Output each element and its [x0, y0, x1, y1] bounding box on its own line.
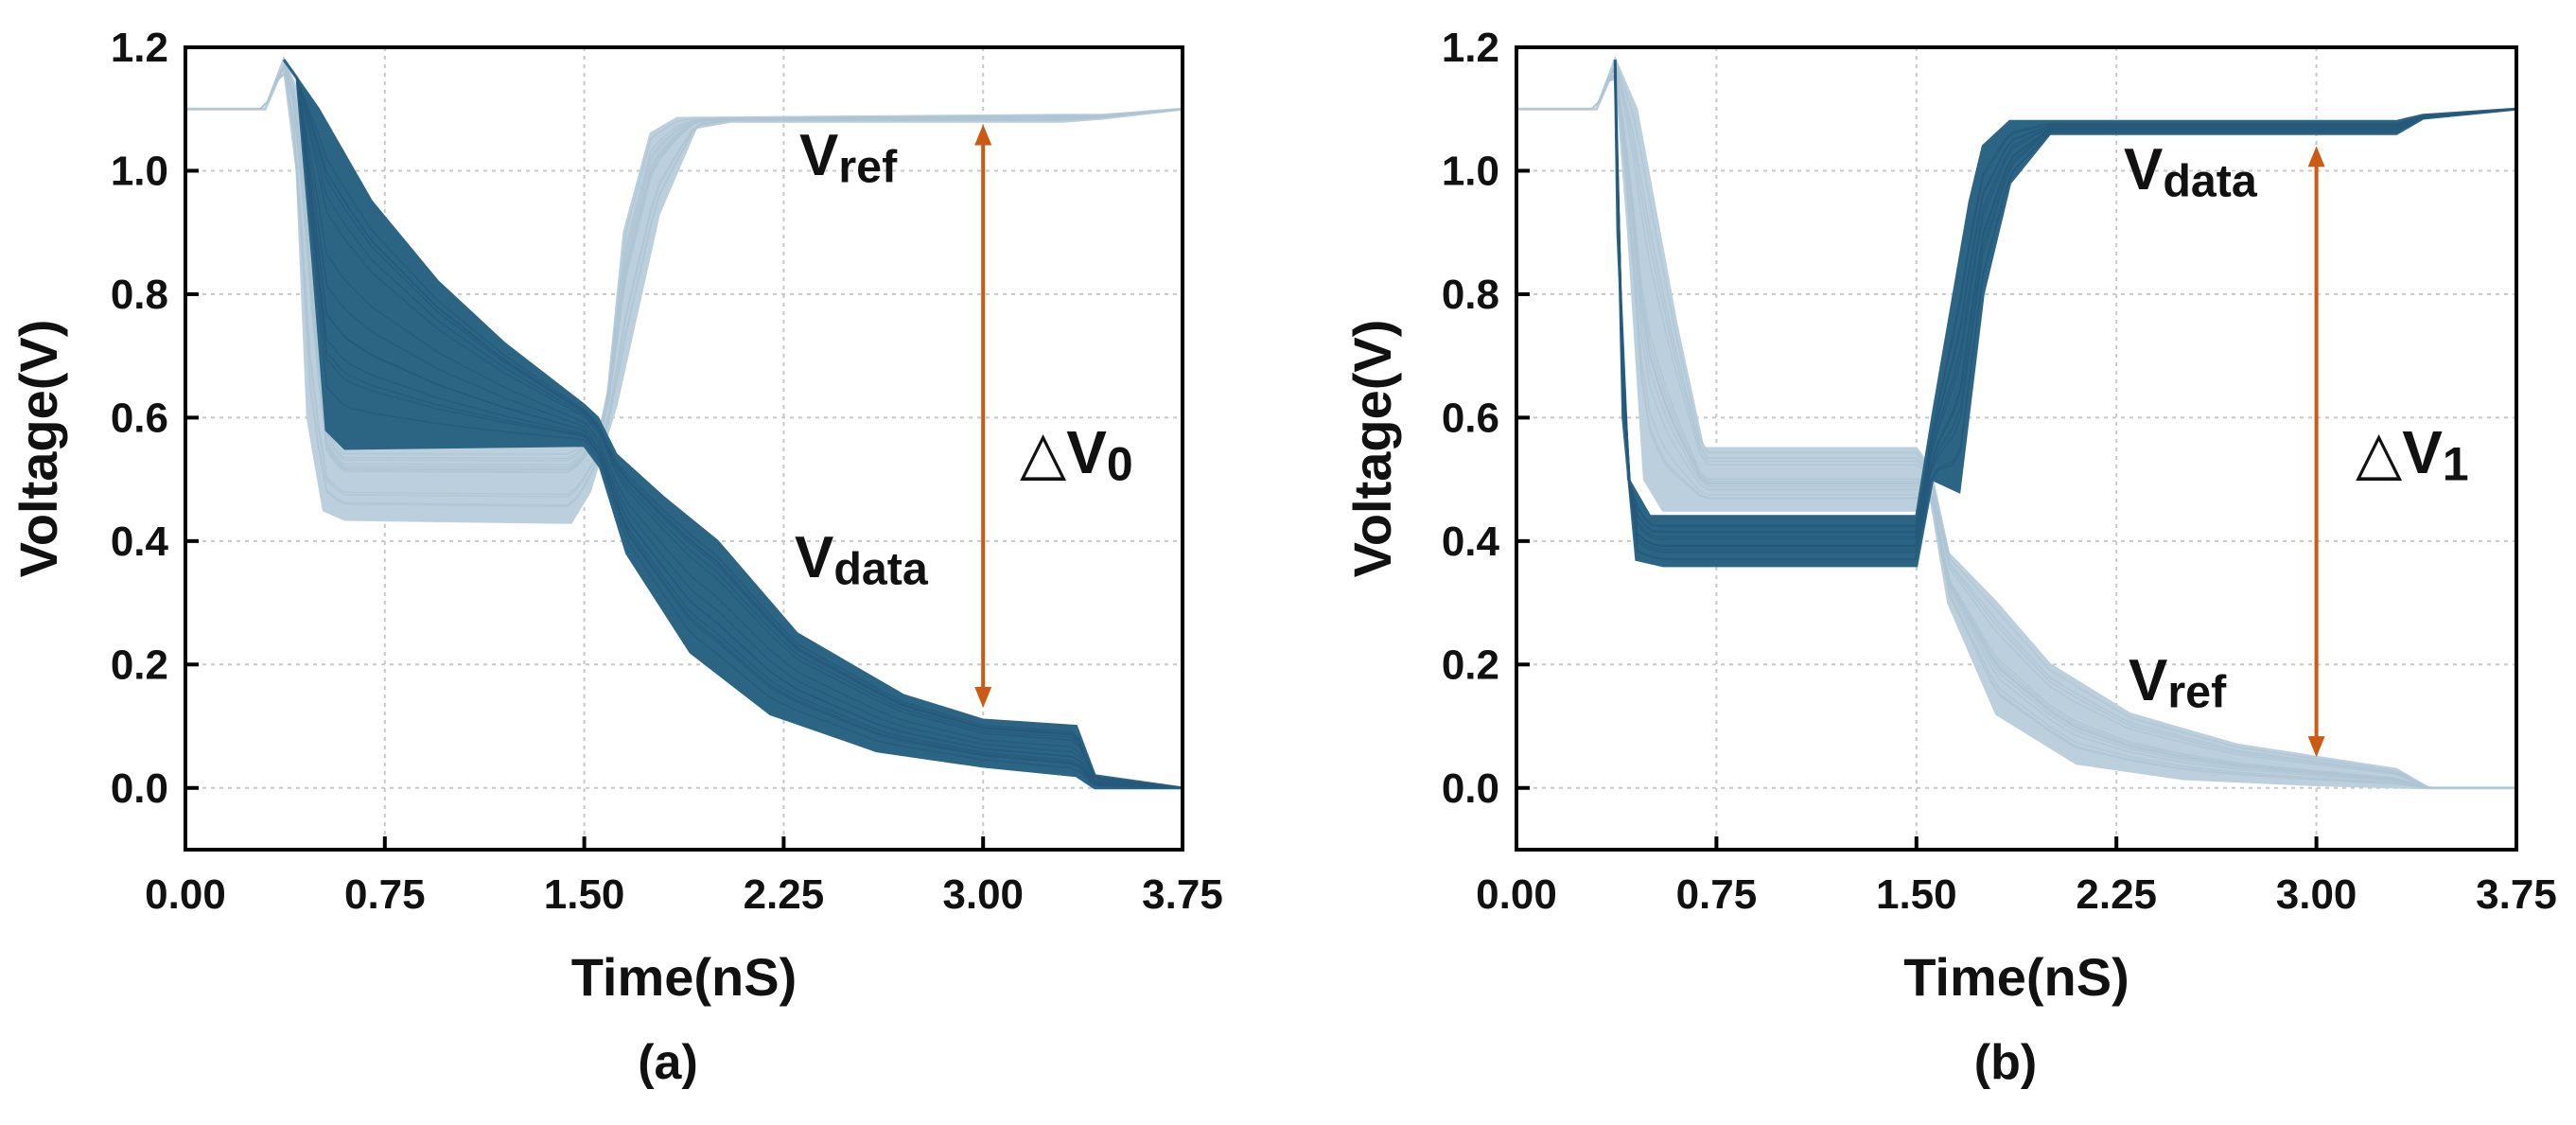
trace-line [1516, 78, 2516, 789]
x-tick-label: 0.75 [1676, 871, 1758, 918]
axes-frame [184, 45, 1184, 852]
axes-frame [1515, 45, 2518, 852]
series-label-Vref: Vref [799, 123, 898, 192]
delta-v-label: △V1 [2356, 418, 2469, 491]
y-axis-label: Voltage(V) [1342, 320, 1402, 578]
trace-line [1614, 68, 2517, 554]
trace-line [1516, 76, 2516, 789]
series-Vdata [282, 59, 1183, 790]
trace-line [1516, 64, 2516, 789]
trace-line [1516, 71, 2516, 789]
trace-line [1516, 63, 2516, 789]
trace-line [185, 70, 1183, 496]
arrow-head-up [974, 124, 992, 146]
trace-line [1516, 66, 2516, 789]
y-tick-label: 0.4 [111, 519, 169, 565]
y-tick-label: 0.4 [1442, 519, 1500, 565]
trace-line [296, 78, 1183, 789]
y-tick-label: 0.0 [1442, 765, 1499, 812]
trace-line [1614, 63, 2517, 533]
x-tick-label: 3.00 [2276, 871, 2357, 918]
trace-line [1614, 66, 2517, 547]
y-tick-label: 1.0 [1442, 148, 1499, 194]
x-axis-label: Time(nS) [1903, 947, 2129, 1007]
trace-line [1516, 62, 2516, 789]
chart-panel-b: 0.00 0.75 1.50 2.25 3.00 3.75 0.0 0.2 0.4 0.6 0.8 1… [1342, 25, 2557, 1090]
x-tick-label: 3.75 [1142, 871, 1223, 918]
trace-line [296, 78, 1183, 789]
series-Vdata [1613, 59, 2517, 568]
x-tick-label: 0.75 [344, 871, 426, 918]
trace-line [1516, 73, 2516, 789]
trace-line [185, 63, 1183, 462]
trace-line [296, 78, 1183, 789]
chart-panel-a: 0.00 0.75 1.50 2.25 3.00 3.75 0.0 0.2 0.4 0.6 0.8 1… [9, 25, 1223, 1090]
x-tick-label: 2.25 [744, 871, 825, 918]
y-tick-label: 0.6 [111, 395, 168, 441]
trace-line [296, 78, 1183, 789]
trace-line [1516, 72, 2516, 789]
trace-line [296, 78, 1183, 789]
y-tick-label: 1.2 [111, 25, 168, 71]
x-tick-label: 1.50 [1876, 871, 1957, 918]
y-tick-label: 0.0 [111, 765, 168, 812]
trace-line [296, 78, 1183, 789]
trace-line [185, 72, 1183, 506]
trace-line [1614, 62, 2517, 526]
y-tick-label: 1.2 [1442, 25, 1499, 71]
delta-v-label: △V0 [1020, 418, 1133, 491]
trace-line [1614, 70, 2517, 561]
delta-v-arrow [974, 124, 992, 708]
trace-line [296, 78, 1183, 789]
y-tick-label: 0.2 [1442, 642, 1499, 688]
x-tick-label: 1.50 [544, 871, 625, 918]
y-axis-label: Voltage(V) [9, 320, 68, 578]
arrow-head-down [974, 686, 992, 708]
series-label-Vref: Vref [2129, 648, 2227, 717]
y-tick-label: 1.0 [111, 148, 168, 194]
trace-line [296, 78, 1183, 789]
x-tick-label: 2.25 [2076, 871, 2157, 918]
trace-line [296, 78, 1183, 789]
series-label-Vdata: Vdata [2124, 137, 2258, 206]
y-tick-label: 0.8 [111, 272, 168, 318]
series-Vref [1516, 55, 2516, 790]
y-tick-label: 0.8 [1442, 272, 1499, 318]
x-tick-label: 3.75 [2476, 871, 2557, 918]
trace-line [296, 78, 1183, 789]
panel-caption: (b) [1974, 1035, 2037, 1090]
series-label-Vdata: Vdata [795, 525, 929, 594]
y-tick-label: 0.6 [1442, 395, 1499, 441]
panel-caption: (a) [638, 1035, 698, 1090]
y-tick-label: 0.2 [111, 642, 168, 688]
x-tick-label: 3.00 [942, 871, 1024, 918]
trace-line [1516, 75, 2516, 789]
trace-line [1614, 64, 2517, 538]
x-axis-label: Time(nS) [571, 947, 797, 1007]
x-tick-label: 0.00 [1476, 871, 1557, 918]
arrow-head-up [2307, 146, 2325, 167]
trace-line [296, 78, 1183, 789]
x-tick-label: 0.00 [145, 871, 226, 918]
trace-line [296, 78, 1183, 789]
arrow-head-down [2307, 736, 2325, 758]
delta-v-arrow [2307, 146, 2325, 758]
